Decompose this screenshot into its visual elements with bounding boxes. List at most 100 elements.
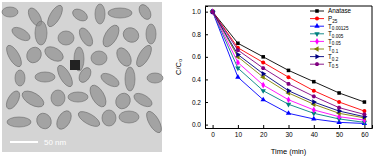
particle xyxy=(99,71,121,90)
series-line xyxy=(213,12,365,120)
x-tick-label: 60 xyxy=(361,131,369,138)
x-tick: 50 xyxy=(336,125,344,138)
x-tick: 40 xyxy=(311,125,319,138)
particle xyxy=(100,23,122,50)
particle xyxy=(125,67,135,91)
particle xyxy=(45,3,66,29)
series-marker xyxy=(235,74,240,79)
legend-marker xyxy=(314,23,319,28)
x-tick-mark xyxy=(213,125,214,128)
particle xyxy=(77,26,96,48)
x-tick-label: 30 xyxy=(285,131,293,138)
x-tick: 30 xyxy=(285,125,293,138)
y-tick-label: 1.0 xyxy=(192,8,201,15)
particle xyxy=(76,109,102,130)
x-tick-mark xyxy=(289,125,290,128)
x-tick-label: 10 xyxy=(235,131,243,138)
particle xyxy=(58,31,74,45)
series-line xyxy=(213,12,365,124)
series-marker xyxy=(287,69,291,73)
x-tick: 0 xyxy=(211,125,215,138)
series-marker xyxy=(236,48,240,52)
figure: 50 nm01020304050600.00.20.40.60.81.0Time… xyxy=(0,0,378,157)
series-marker xyxy=(312,107,316,114)
series-line xyxy=(213,12,365,118)
particle xyxy=(68,92,88,102)
series-marker xyxy=(261,97,266,102)
particle xyxy=(95,4,105,24)
particle xyxy=(147,73,163,83)
frame xyxy=(372,6,373,128)
x-tick-label: 50 xyxy=(336,131,344,138)
series-marker xyxy=(236,52,241,57)
x-axis-title: Time (min) xyxy=(271,147,307,156)
series-marker xyxy=(211,10,215,14)
micrograph: 50 nm xyxy=(2,2,164,152)
x-axis: 0 10 20 30 40 50 60 xyxy=(206,125,373,138)
x-tick-mark xyxy=(263,125,264,128)
series-marker xyxy=(236,42,240,46)
y-tick: 0.4 xyxy=(192,76,208,83)
particle xyxy=(121,25,142,45)
series-marker xyxy=(209,9,214,14)
particle xyxy=(54,108,74,131)
series-marker xyxy=(312,94,316,98)
x-tick: 60 xyxy=(361,125,369,138)
plot-area xyxy=(209,8,367,125)
series-marker xyxy=(211,9,216,14)
y-axis-title: C/C₀ xyxy=(174,59,183,75)
y-tick: 0.0 xyxy=(192,121,208,128)
legend-marker xyxy=(315,54,320,59)
particle xyxy=(134,43,155,69)
particle xyxy=(10,25,32,44)
particle xyxy=(24,45,44,66)
legend-marker xyxy=(314,32,319,37)
particle xyxy=(34,111,54,132)
particle xyxy=(4,89,23,111)
particle xyxy=(102,110,116,126)
y-tick-label: 0.0 xyxy=(192,121,201,128)
particle xyxy=(4,43,25,69)
series-marker xyxy=(261,60,265,64)
legend-marker xyxy=(315,38,319,45)
series-line xyxy=(213,12,365,115)
y-axis: 0.00.20.40.60.81.0 xyxy=(192,7,208,129)
particle xyxy=(108,8,132,18)
series-marker xyxy=(210,10,214,14)
series-marker xyxy=(337,91,341,95)
particle xyxy=(132,91,154,110)
series-marker xyxy=(286,110,291,115)
particle xyxy=(87,83,109,110)
x-tick-mark xyxy=(314,125,315,128)
series-line xyxy=(213,12,365,117)
series-marker xyxy=(363,100,367,104)
particle xyxy=(144,109,165,135)
particle xyxy=(114,45,134,68)
particle xyxy=(7,117,31,127)
legend-marker xyxy=(315,62,319,66)
y-tick-label: 0.4 xyxy=(192,76,201,83)
x-tick-label: 40 xyxy=(311,131,319,138)
x-tick-label: 20 xyxy=(260,131,268,138)
series-marker xyxy=(362,109,366,113)
x-tick-mark xyxy=(339,125,340,128)
particle xyxy=(70,60,80,70)
particle xyxy=(15,70,25,86)
series-line xyxy=(213,12,365,111)
x-axis-line xyxy=(206,125,373,129)
particle xyxy=(71,7,90,24)
series-marker xyxy=(261,82,265,89)
legend-label: Anatase xyxy=(328,7,352,14)
scale-bar-label: 50 nm xyxy=(44,138,67,147)
y-tick-mark xyxy=(205,34,208,35)
series-line xyxy=(213,12,365,123)
y-tick-label: 0.2 xyxy=(192,99,201,106)
series-marker xyxy=(337,100,341,104)
particle xyxy=(119,111,139,123)
particle xyxy=(137,3,154,22)
y-tick-mark xyxy=(205,125,208,126)
particle xyxy=(35,72,55,82)
legend: AnataseP25T0.00125T0.005T0.05T0.1T0.2T0.… xyxy=(310,7,352,69)
y-tick-mark xyxy=(205,57,208,58)
series-marker xyxy=(261,66,265,70)
